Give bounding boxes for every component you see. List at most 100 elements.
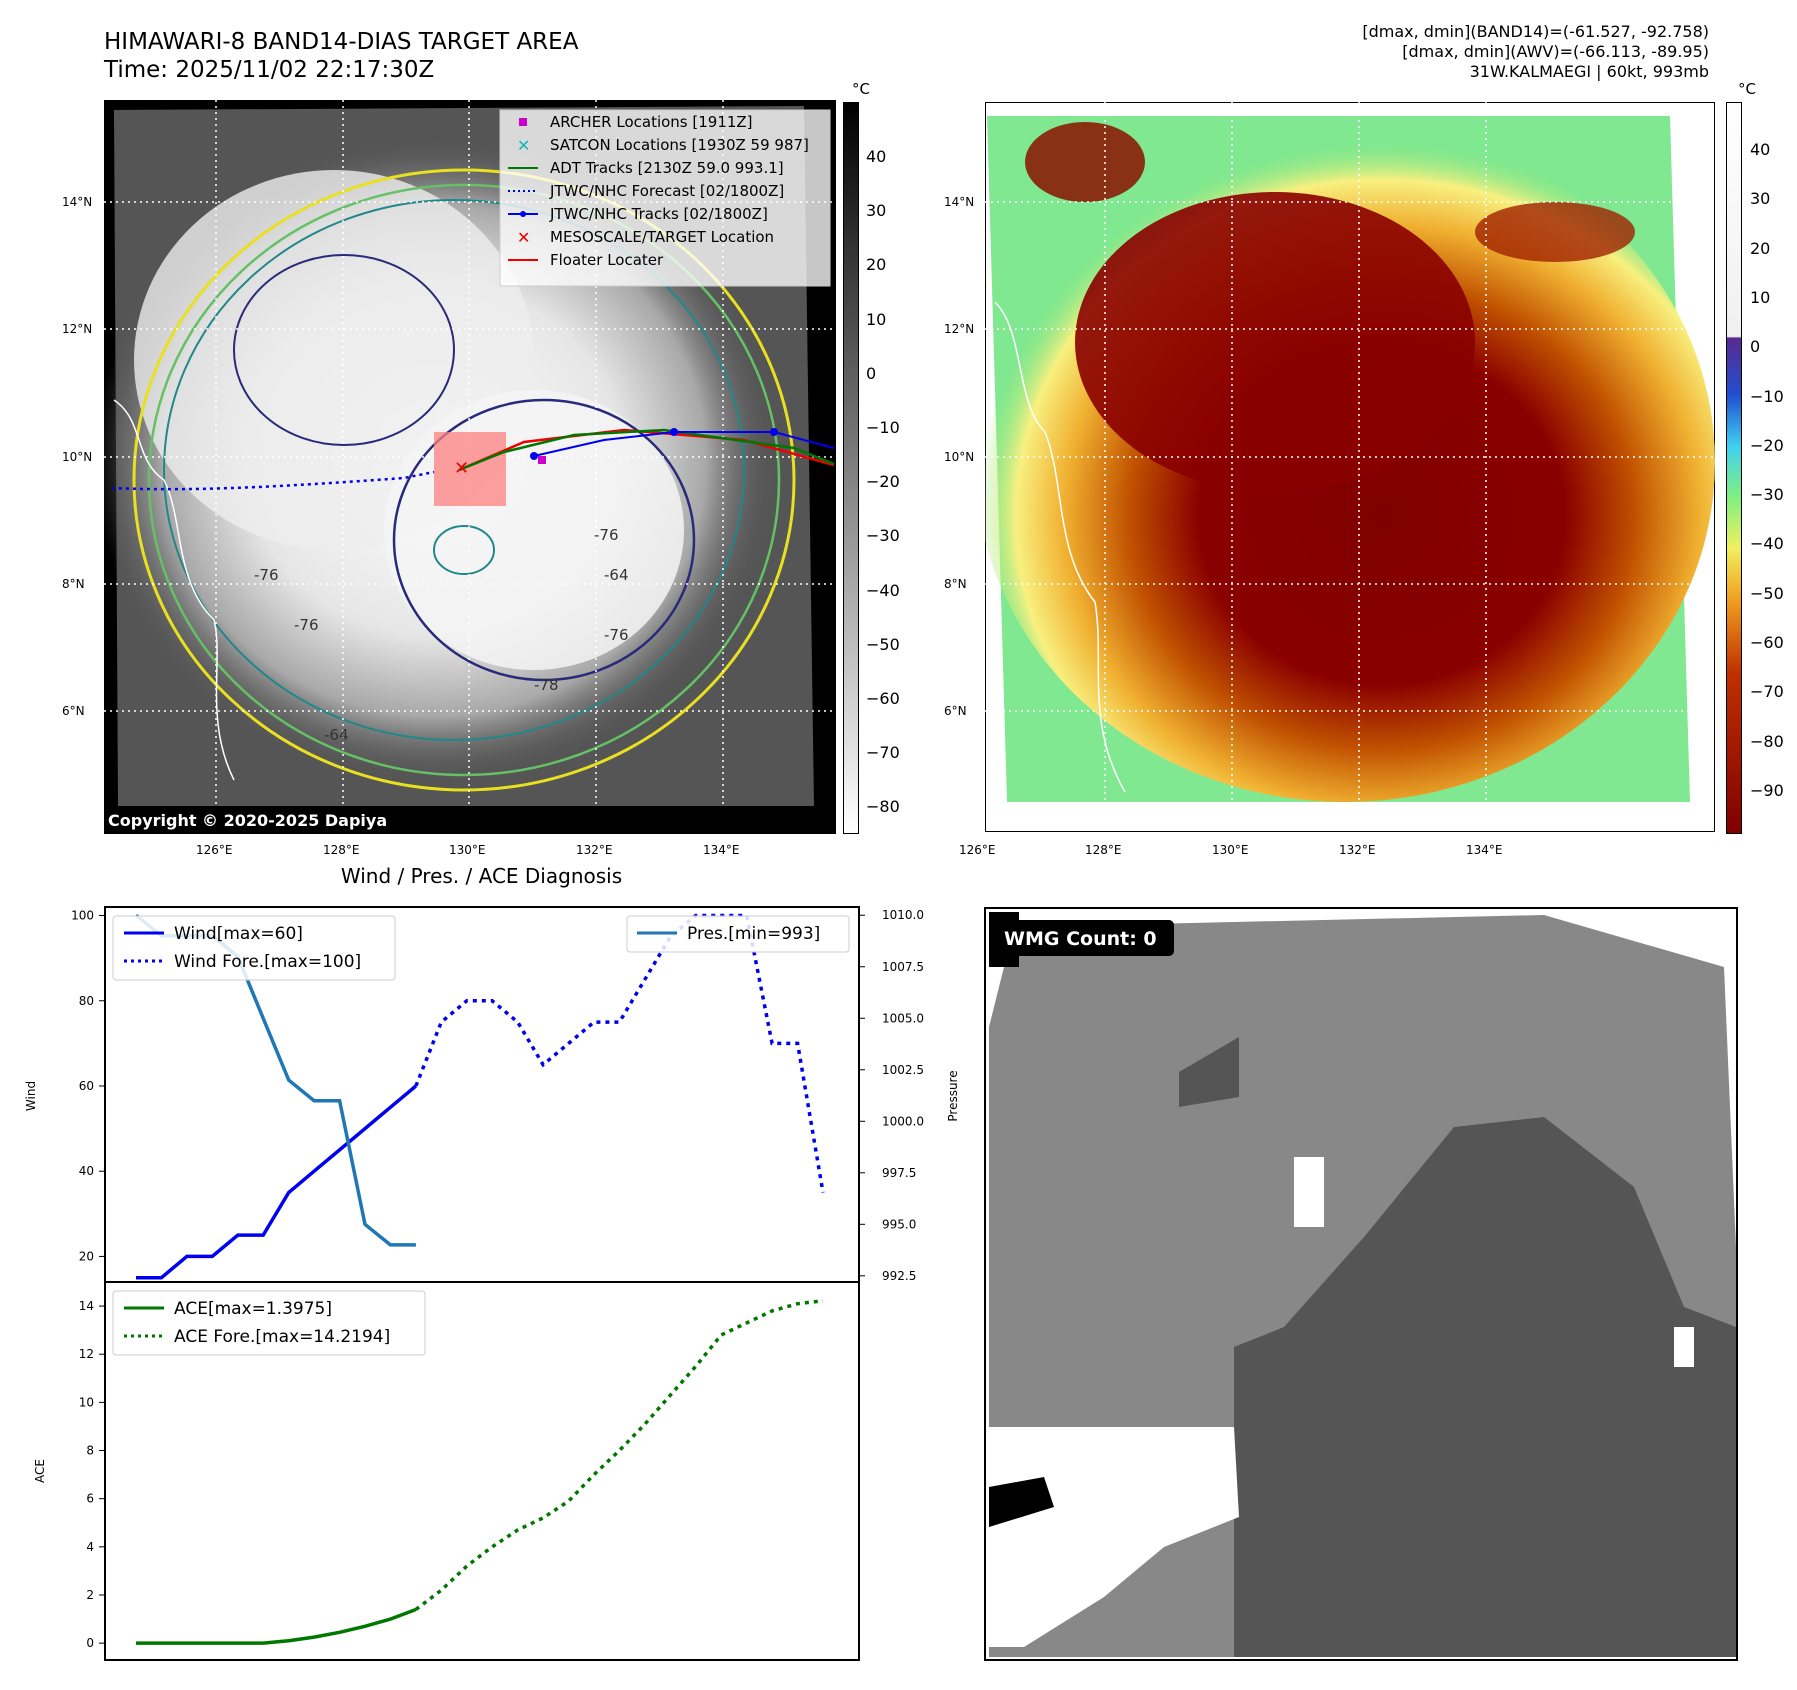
lon-label: 126°E [959,843,996,857]
lat-label: 6°N [62,704,85,718]
contour-eye [433,525,495,575]
colorbar-tick: 0 [866,363,877,383]
colorbar-tick: −80 [866,797,900,817]
contour-label: -76 [294,616,319,634]
lon-label: 132°E [576,843,613,857]
lon-label: 128°E [323,843,360,857]
colorbar-tick: −60 [866,689,900,708]
archer-marker [538,456,546,464]
colorbar-tick: −70 [866,743,900,763]
colorbar-tick: −20 [1750,435,1784,455]
band14-map: -76 -76 -64 -76 -64 -76 -78 ✕ ARCHER Loc… [104,100,836,834]
colorbar-tick: 0 [1750,337,1761,357]
y2-tick-label: 1002.5 [882,1063,924,1077]
wind-fore-legend-label: Wind Fore.[max=100] [174,952,361,972]
series-line [414,1299,824,1611]
legend-label: JTWC/NHC Tracks [02/1800Z] [549,205,768,223]
y2-tick-label: 1000.0 [882,1114,924,1128]
jtwc-track-point [770,428,778,436]
legend-swatch: ✕ [517,136,530,155]
legend-swatch [519,118,527,126]
wmg-white-region [989,1427,1239,1647]
colorbar-tick: 40 [1750,140,1771,159]
diagnosis-title: Wind / Pres. / ACE Diagnosis [340,864,623,888]
contour-navy-west [233,254,455,446]
wmg-count-badge [996,920,1174,956]
colorbar-tick: −30 [1750,485,1784,505]
wmg-dark-cell [1179,1037,1239,1107]
colorbar-tick: 30 [866,201,887,221]
contour-navy-core [392,398,696,682]
legend-label: MESOSCALE/TARGET Location [550,228,774,246]
colorbar-tick: 30 [1750,189,1771,209]
awv-core-north [1075,192,1475,492]
wind-legend-label: Wind[max=60] [174,924,303,944]
y-tick-label: 40 [79,1164,94,1178]
lat-label: 8°N [944,577,967,591]
lon-label: 126°E [196,843,233,857]
y2-tick-label: 992.5 [882,1269,916,1283]
y2-tick-label: 997.5 [882,1166,916,1180]
contour-labels: -76 -76 -64 -76 -64 -76 -78 [254,526,629,744]
legend-swatch: ✕ [517,228,530,247]
lat-label: 6°N [944,704,967,718]
y-tick-label: 60 [79,1079,94,1093]
colorbar-tick: −40 [1750,534,1784,554]
info-line2: [dmax, dmin](AWV)=(-66.113, -89.95) [1402,42,1709,61]
lon-label: 130°E [449,843,486,857]
series-line [136,1607,417,1645]
legend-swatch [520,211,526,217]
wmg-panel: WMG Count: 0 [984,907,1738,1661]
y-tick-label: 20 [79,1249,94,1263]
contour-label: -78 [534,676,559,694]
contour-label: -76 [594,526,619,544]
colorbar-tick: 20 [1750,238,1771,258]
legend-label: SATCON Locations [1930Z 59 987] [550,136,809,154]
colorbar-tick: −80 [1750,731,1784,751]
jtwc-track-point [670,428,678,436]
map-legend-items: ARCHER Locations [1911Z] ✕ SATCON Location… [508,113,809,269]
legend-label: Floater Locater [550,251,664,269]
legend-label: ADT Tracks [2130Z 59.0 993.1] [550,159,784,177]
lat-label: 12°N [944,322,975,336]
lat-label: 10°N [944,450,975,464]
jtwc-track-point [530,452,538,460]
map-legend [499,109,831,287]
lon-label: 130°E [1212,843,1249,857]
gray-colorbar [843,102,859,834]
ace-series [136,1299,824,1645]
colorbar-tick: −40 [866,580,900,600]
colorbar-tick: −50 [1750,583,1784,603]
y-tick-label: 0 [86,1636,94,1650]
contour-label: -64 [604,566,629,584]
copyright-text: Copyright © 2020-2025 Dapiya [108,811,387,830]
y2-tick-label: 995.0 [882,1217,916,1231]
wmg-count-label: WMG Count: 0 [1004,928,1157,950]
wind-y-ticks: 100 80 60 40 20 [71,909,105,1263]
y-tick-label: 4 [86,1540,94,1554]
contour-label: -64 [324,726,349,744]
colorbar-tick: −90 [1750,780,1784,800]
ace-axis-label: ACE [33,1459,47,1483]
map-gridlines [985,102,1715,832]
lat-label: 14°N [62,195,93,209]
lon-label: 134°E [703,843,740,857]
contour-lightgreen [147,183,781,777]
legend-label: ARCHER Locations [1911Z] [550,113,753,131]
lat-label: 10°N [62,450,93,464]
y-tick-label: 80 [79,994,94,1008]
colorbar-tick: −60 [1750,633,1784,652]
ace-y-ticks: 14 12 10 8 6 4 2 0 [79,1299,105,1650]
wmg-dark-region [1234,1117,1736,1657]
lon-label: 132°E [1339,843,1376,857]
adt-track [458,428,835,472]
floater-box [434,432,506,506]
y2-tick-label: 1005.0 [882,1011,924,1025]
gray-colorbar-unit: °C [852,80,870,98]
wmg-black-cell [989,1477,1054,1527]
wind-legend [112,915,396,981]
contour-teal [163,199,745,741]
y-tick-label: 8 [86,1444,94,1458]
colorbar-tick: −50 [866,634,900,654]
figure-title-line1: HIMAWARI-8 BAND14-DIAS TARGET AREA [104,29,579,55]
